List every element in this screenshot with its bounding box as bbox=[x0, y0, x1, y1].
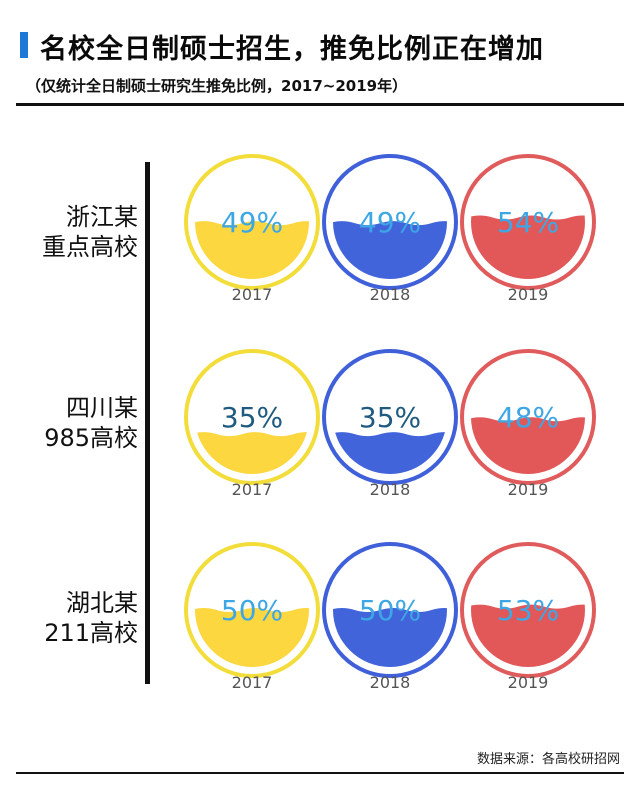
top-divider bbox=[16, 103, 624, 106]
year-label-2-2019: 2019 bbox=[508, 480, 549, 499]
year-label-1-2017: 2017 bbox=[232, 285, 273, 304]
row-label-1: 浙江某 重点高校 bbox=[28, 202, 138, 262]
gauge-fill-3-2019 bbox=[471, 604, 585, 667]
gauge-value-2-2017: 35% bbox=[221, 401, 283, 434]
year-label-1-2018: 2018 bbox=[370, 285, 411, 304]
row-label-2: 四川某 985高校 bbox=[28, 393, 138, 453]
year-label-3-2018: 2018 bbox=[370, 673, 411, 692]
row-label-3: 湖北某 211高校 bbox=[28, 588, 138, 648]
row-label-1-line1: 浙江某 bbox=[66, 203, 138, 231]
title-accent-bar bbox=[20, 32, 28, 58]
gauge-value-1-2017: 49% bbox=[221, 206, 283, 239]
gauge-value-1-2018: 49% bbox=[359, 206, 421, 239]
gauge-value-3-2019: 53% bbox=[497, 594, 559, 627]
bottom-divider bbox=[16, 772, 624, 774]
row-label-2-line1: 四川某 bbox=[66, 394, 138, 422]
gauge-value-2-2019: 48% bbox=[497, 401, 559, 434]
page-title: 名校全日制硕士招生，推免比例正在增加 bbox=[40, 34, 544, 65]
year-label-3-2017: 2017 bbox=[232, 673, 273, 692]
gauge-value-3-2017: 50% bbox=[221, 594, 283, 627]
row-label-1-line2: 重点高校 bbox=[42, 233, 138, 261]
gauge-value-1-2019: 54% bbox=[497, 206, 559, 239]
gauge-value-3-2018: 50% bbox=[359, 594, 421, 627]
page-subtitle: （仅统计全日制硕士研究生推免比例，2017~2019年） bbox=[26, 77, 408, 95]
gauge-fill-1-2019 bbox=[471, 215, 585, 279]
row-label-2-line2: 985高校 bbox=[44, 424, 138, 452]
row-label-3-line2: 211高校 bbox=[44, 619, 138, 647]
year-label-3-2019: 2019 bbox=[508, 673, 549, 692]
year-label-2-2017: 2017 bbox=[232, 480, 273, 499]
vertical-divider bbox=[145, 162, 150, 684]
source-note: 数据来源：各高校研招网 bbox=[476, 752, 620, 767]
gauge-value-2-2018: 35% bbox=[359, 401, 421, 434]
year-label-1-2019: 2019 bbox=[508, 285, 549, 304]
row-label-3-line1: 湖北某 bbox=[66, 589, 138, 617]
year-label-2-2018: 2018 bbox=[370, 480, 411, 499]
